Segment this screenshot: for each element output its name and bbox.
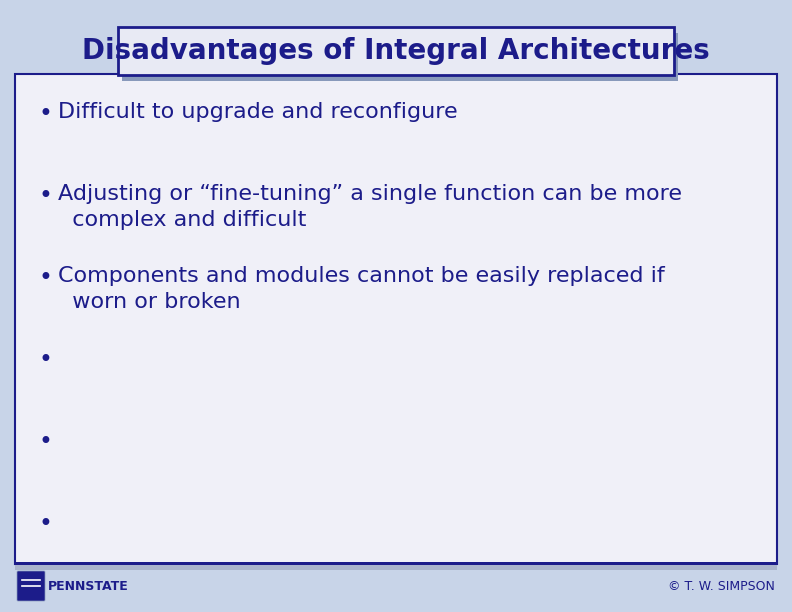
Text: •: • [38,184,51,208]
Text: PENNSTATE: PENNSTATE [48,580,129,592]
FancyBboxPatch shape [118,27,674,75]
Bar [15,562,777,565]
FancyBboxPatch shape [15,74,777,564]
Text: •: • [38,348,51,372]
Text: •: • [38,430,51,454]
Text: Components and modules cannot be easily replaced if
  worn or broken: Components and modules cannot be easily … [58,266,664,312]
Bar [15,565,777,570]
Text: •: • [38,512,51,536]
FancyBboxPatch shape [122,33,678,81]
Text: Disadvantages of Integral Architectures: Disadvantages of Integral Architectures [82,37,710,65]
Text: •: • [38,266,51,290]
Text: Difficult to upgrade and reconfigure: Difficult to upgrade and reconfigure [58,102,458,122]
Text: •: • [38,102,51,126]
FancyBboxPatch shape [17,571,45,601]
Text: Adjusting or “fine-tuning” a single function can be more
  complex and difficult: Adjusting or “fine-tuning” a single func… [58,184,682,230]
Text: © T. W. SIMPSON: © T. W. SIMPSON [668,580,775,592]
